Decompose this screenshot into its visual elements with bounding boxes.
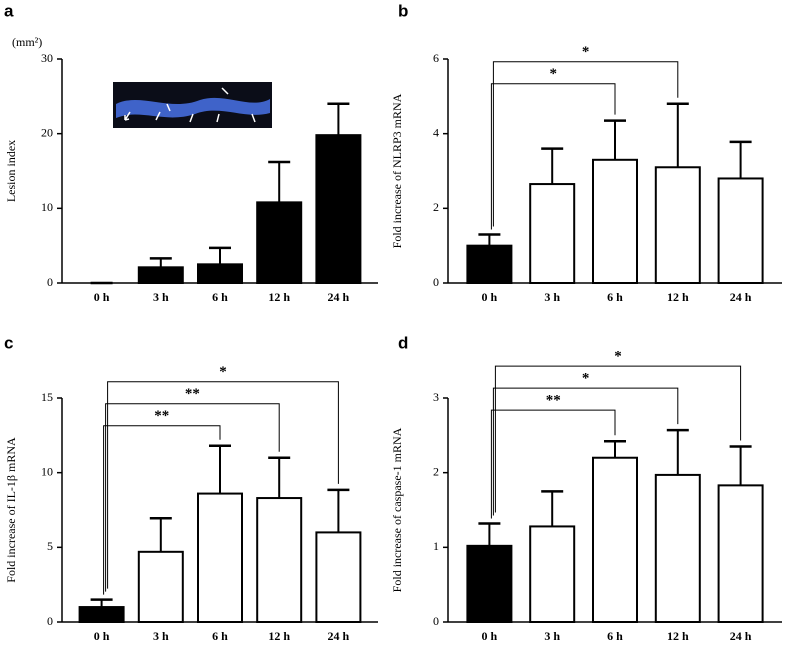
x-tick-label: 12 h xyxy=(268,629,290,643)
y-tick-label: 6 xyxy=(433,51,439,65)
x-tick-label: 6 h xyxy=(607,629,623,643)
x-tick-label: 24 h xyxy=(328,290,350,304)
x-tick-label: 3 h xyxy=(544,290,560,304)
x-tick-label: 12 h xyxy=(667,290,689,304)
bar xyxy=(529,183,576,284)
y-tick-label: 30 xyxy=(41,51,53,65)
bar xyxy=(466,244,513,285)
y-axis-label: Fold increase of NLRP3 mRNA xyxy=(390,93,404,248)
bar xyxy=(654,166,701,284)
panel-label: b xyxy=(398,1,408,20)
significance-bracket xyxy=(494,365,742,513)
bar xyxy=(592,158,638,284)
significance-label: ** xyxy=(154,408,169,424)
y-tick-label: 10 xyxy=(41,200,53,214)
bar xyxy=(256,201,303,284)
significance-bracket xyxy=(490,83,616,230)
y-axis-label: Lesion index xyxy=(4,140,18,202)
x-tick-label: 6 h xyxy=(212,629,228,643)
panel-label: c xyxy=(4,333,13,352)
y-axis-label: Fold increase of IL-1β mRNA xyxy=(4,437,18,583)
y-tick-label: 2 xyxy=(433,464,439,478)
significance-bracket xyxy=(492,387,679,516)
x-tick-label: 0 h xyxy=(482,629,498,643)
x-tick-label: 24 h xyxy=(328,629,350,643)
significance-bracket xyxy=(105,403,280,592)
lesion-photo xyxy=(113,82,272,128)
x-tick-label: 0 h xyxy=(482,290,498,304)
y-tick-label: 0 xyxy=(47,275,53,289)
x-tick-label: 3 h xyxy=(153,290,169,304)
significance-bracket xyxy=(492,61,679,227)
x-tick-label: 12 h xyxy=(667,629,689,643)
x-tick-label: 12 h xyxy=(268,290,290,304)
y-tick-label: 4 xyxy=(433,125,439,139)
significance-label: * xyxy=(582,44,590,60)
y-unit: (mm²) xyxy=(12,35,42,49)
bar xyxy=(315,531,362,624)
y-tick-label: 1 xyxy=(433,539,439,553)
significance-bracket xyxy=(107,381,339,589)
significance-label: * xyxy=(219,364,227,380)
bar xyxy=(529,525,576,624)
x-tick-label: 0 h xyxy=(94,629,110,643)
y-tick-label: 0 xyxy=(433,614,439,628)
x-tick-label: 6 h xyxy=(607,290,623,304)
panel-label: d xyxy=(398,333,408,352)
y-tick-label: 20 xyxy=(41,125,53,139)
bar xyxy=(466,544,513,624)
significance-label: * xyxy=(582,371,590,387)
significance-bracket xyxy=(103,425,221,595)
bar xyxy=(137,550,184,624)
y-tick-label: 5 xyxy=(47,539,53,553)
significance-label: ** xyxy=(546,393,561,409)
x-tick-label: 3 h xyxy=(153,629,169,643)
bar xyxy=(315,134,362,284)
bar xyxy=(137,266,184,285)
y-tick-label: 10 xyxy=(41,464,53,478)
y-tick-label: 0 xyxy=(47,614,53,628)
bar xyxy=(256,497,303,624)
y-tick-label: 2 xyxy=(433,200,439,214)
bar xyxy=(78,606,125,623)
significance-label: * xyxy=(614,349,622,365)
x-tick-label: 6 h xyxy=(212,290,228,304)
bar xyxy=(654,473,701,624)
bar xyxy=(717,484,764,623)
bar xyxy=(197,492,243,623)
significance-label: ** xyxy=(185,386,200,402)
bar xyxy=(592,456,638,623)
y-tick-label: 15 xyxy=(41,390,53,404)
x-tick-label: 0 h xyxy=(94,290,110,304)
panel-label: a xyxy=(4,1,14,20)
x-tick-label: 24 h xyxy=(730,629,752,643)
y-tick-label: 3 xyxy=(433,390,439,404)
y-tick-label: 0 xyxy=(433,275,439,289)
x-tick-label: 3 h xyxy=(544,629,560,643)
bar xyxy=(717,177,764,284)
significance-bracket xyxy=(490,409,616,519)
x-tick-label: 24 h xyxy=(730,290,752,304)
y-axis-label: Fold increase of caspase-1 mRNA xyxy=(390,427,404,592)
significance-label: * xyxy=(549,66,557,82)
bar xyxy=(197,263,243,285)
